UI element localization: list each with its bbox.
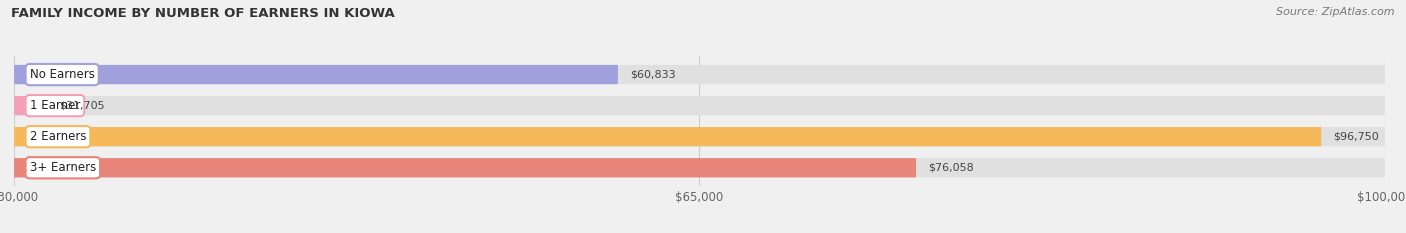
- Text: FAMILY INCOME BY NUMBER OF EARNERS IN KIOWA: FAMILY INCOME BY NUMBER OF EARNERS IN KI…: [11, 7, 395, 20]
- Text: 3+ Earners: 3+ Earners: [30, 161, 96, 174]
- FancyBboxPatch shape: [14, 65, 1385, 84]
- Text: $96,750: $96,750: [1333, 132, 1379, 142]
- FancyBboxPatch shape: [14, 127, 1322, 146]
- FancyBboxPatch shape: [14, 65, 617, 84]
- Text: $76,058: $76,058: [928, 163, 973, 173]
- Text: 2 Earners: 2 Earners: [30, 130, 86, 143]
- FancyBboxPatch shape: [14, 96, 48, 115]
- FancyBboxPatch shape: [14, 127, 1385, 146]
- Text: $31,705: $31,705: [59, 101, 105, 111]
- Text: No Earners: No Earners: [30, 68, 94, 81]
- Text: 1 Earner: 1 Earner: [30, 99, 80, 112]
- FancyBboxPatch shape: [14, 158, 1385, 177]
- Text: $60,833: $60,833: [630, 70, 675, 79]
- FancyBboxPatch shape: [14, 96, 1385, 115]
- FancyBboxPatch shape: [14, 158, 917, 177]
- Text: Source: ZipAtlas.com: Source: ZipAtlas.com: [1277, 7, 1395, 17]
